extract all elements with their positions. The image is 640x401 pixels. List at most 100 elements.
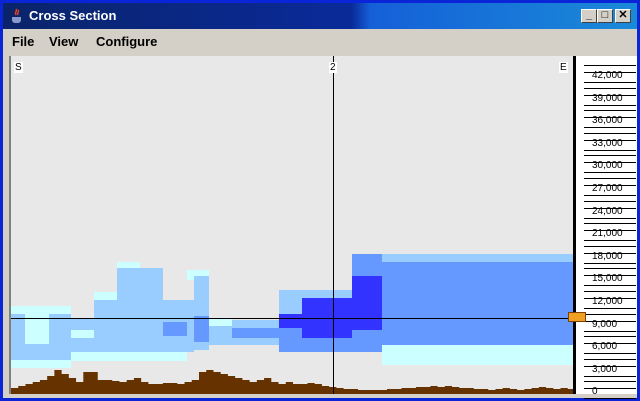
axis-tick <box>584 217 636 219</box>
axis-label: 6,000 <box>592 341 618 353</box>
echo-block-light-cyan <box>209 318 232 326</box>
axis-tick <box>584 252 636 254</box>
axis-label: 42,000 <box>592 70 623 81</box>
axis-tick <box>584 200 636 202</box>
minimize-button[interactable]: _ <box>581 9 597 23</box>
axis-tick <box>584 87 636 89</box>
echo-block-light-cyan <box>71 330 94 338</box>
axis-tick <box>584 375 636 377</box>
echo-block-medium-blue <box>163 322 187 336</box>
axis-tick <box>584 262 636 264</box>
echo-block-medium-blue <box>194 316 209 342</box>
axis-label: 33,000 <box>592 137 623 149</box>
echo-block-medium-blue <box>232 328 279 338</box>
crosshair-vertical <box>333 56 334 394</box>
axis-tick <box>584 381 636 383</box>
axis-tick <box>584 127 636 129</box>
axis-tick <box>584 149 636 151</box>
echo-block-light-blue <box>25 344 49 360</box>
axis-tick <box>584 313 636 315</box>
echo-block-medium-blue <box>352 254 382 276</box>
echo-block-light-cyan <box>117 262 140 272</box>
title-bar[interactable]: Cross Section _ □ ✕ <box>3 3 637 29</box>
cross-section-window: Cross Section _ □ ✕ File View Configure … <box>3 3 637 400</box>
terrain-profile <box>11 370 573 394</box>
altitude-slider-handle[interactable] <box>568 312 586 322</box>
axis-tick <box>584 207 636 209</box>
maximize-button[interactable]: □ <box>597 9 613 23</box>
axis-tick <box>584 353 636 355</box>
axis-tick <box>584 104 636 106</box>
axis-tick <box>584 132 636 134</box>
axis-label: 18,000 <box>592 250 623 262</box>
axis-tick <box>584 268 636 270</box>
axis-tick <box>584 117 636 119</box>
axis-tick <box>584 336 636 338</box>
axis-tick <box>584 285 636 287</box>
axis-label: 36,000 <box>592 115 623 127</box>
crosshair-horizontal <box>11 318 573 319</box>
axis-tick <box>584 72 636 73</box>
axis-tick <box>584 82 636 83</box>
axis-label: 24,000 <box>592 205 623 217</box>
axis-tick <box>584 398 636 400</box>
axis-label: 30,000 <box>592 160 623 172</box>
echo-block-light-cyan <box>71 352 187 361</box>
start-label: S <box>14 62 23 73</box>
echo-block-light-blue <box>117 268 163 300</box>
axis-tick <box>584 185 636 186</box>
axis-tick <box>584 365 636 367</box>
axis-tick <box>584 308 636 309</box>
close-button[interactable]: ✕ <box>615 9 631 23</box>
cross-section-plot[interactable]: S 2 E <box>9 56 573 394</box>
end-label: E <box>559 62 568 73</box>
echo-block-light-cyan <box>187 270 209 280</box>
axis-label: 27,000 <box>592 183 623 194</box>
axis-label: 21,000 <box>592 228 623 240</box>
axis-label: 0 <box>592 386 598 398</box>
echo-block-light-blue <box>11 314 25 360</box>
axis-label: 12,000 <box>592 296 623 307</box>
axis-tick <box>584 223 636 225</box>
axis-tick <box>584 162 636 164</box>
menu-file[interactable]: File <box>12 34 35 49</box>
menu-configure[interactable]: Configure <box>96 34 158 49</box>
java-cup-icon <box>12 8 21 23</box>
axis-tick <box>584 245 636 247</box>
echo-block-light-blue <box>209 326 232 345</box>
altitude-axis: 42,000 39,000 36,000 33,000 30,000 27,000 24,0… <box>573 56 637 400</box>
axis-label: 9,000 <box>592 318 618 330</box>
axis-tick <box>584 291 636 292</box>
axis-tick <box>584 343 636 345</box>
terrain-polygon <box>11 370 573 394</box>
axis-label: 39,000 <box>592 92 623 104</box>
axis-tick <box>584 358 636 360</box>
echo-block-light-cyan <box>11 360 71 368</box>
echo-block-light-cyan <box>382 345 573 365</box>
axis-tick <box>584 139 636 141</box>
menu-bar: File View Configure <box>3 29 637 53</box>
echo-block-dark-blue <box>279 314 302 328</box>
axis-tick <box>584 195 636 196</box>
center-label: 2 <box>329 62 337 73</box>
echo-block-light-cyan <box>94 292 117 302</box>
axis-label: 3,000 <box>592 363 618 375</box>
menu-view[interactable]: View <box>49 34 79 49</box>
echo-block-medium-blue <box>382 262 573 345</box>
echo-block-light-blue <box>71 338 94 352</box>
axis-label: 15,000 <box>592 273 623 285</box>
axis-tick <box>584 110 636 112</box>
axis-tick <box>584 65 636 66</box>
axis-tick <box>584 172 636 174</box>
axis-tick <box>584 94 636 96</box>
axis-tick <box>584 275 636 277</box>
axis-tick <box>584 230 636 232</box>
axis-tick <box>584 298 636 299</box>
axis-tick <box>584 155 636 157</box>
echo-block-light-blue <box>71 318 94 330</box>
axis-tick <box>584 178 636 179</box>
axis-tick <box>584 320 636 322</box>
echo-block-light-blue <box>49 314 71 360</box>
axis-tick <box>584 240 636 242</box>
echo-block-dark-blue <box>352 276 382 330</box>
